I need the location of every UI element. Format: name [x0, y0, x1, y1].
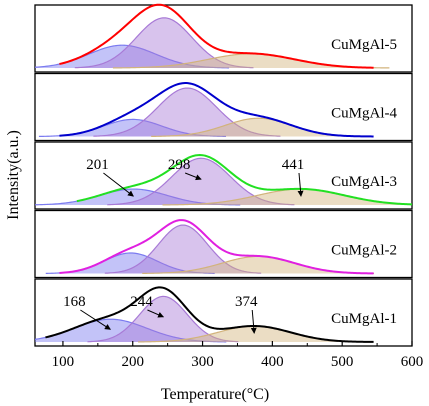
annotation-arrow [103, 172, 134, 197]
panel-CuMgAl-2: CuMgAl-2 [34, 209, 413, 279]
annotation-arrow [297, 172, 304, 197]
envelope-line [76, 154, 413, 206]
fitted-peak-fill-2 [74, 17, 254, 68]
x-tick-label: 200 [121, 354, 144, 370]
panel-CuMgAl-4: CuMgAl-4 [34, 72, 413, 142]
panel-frame [34, 209, 413, 279]
panel-label: CuMgAl-5 [331, 37, 397, 53]
y-axis-title: Intensity(a.u.) [5, 130, 22, 220]
panel-CuMgAl-1: CuMgAl-1 168 244 374 [34, 278, 413, 347]
peak-annotation: 168 [63, 294, 86, 310]
fitted-peak-line-2 [87, 295, 239, 343]
x-tick-label: 500 [331, 354, 354, 370]
fitted-peak-line-2 [74, 17, 254, 69]
panel-CuMgAl-3: CuMgAl-3 201 298 441 [34, 141, 413, 210]
annotation-arrow [147, 309, 165, 318]
annotation-arrow [184, 172, 202, 181]
peak-annotation: 298 [168, 157, 191, 173]
x-tick-label: 400 [261, 354, 284, 370]
x-axis: 100 200 300 400 500 600 [52, 341, 424, 370]
envelope-line [59, 3, 374, 69]
peak-annotation: 201 [86, 157, 109, 173]
panel-frame [34, 278, 413, 347]
envelope-line [59, 82, 374, 138]
panel-label: CuMgAl-3 [331, 174, 397, 190]
x-tick-label: 600 [401, 354, 424, 370]
fitted-peak-line-2 [107, 157, 295, 206]
panel-label: CuMgAl-2 [331, 243, 397, 259]
fitted-peak-fill-2 [104, 225, 262, 274]
envelope-line [59, 219, 374, 275]
panel-frame [34, 141, 413, 210]
fitted-peak-fill-2 [93, 88, 282, 137]
panel-label: CuMgAl-1 [331, 311, 397, 327]
x-tick-label: 300 [191, 354, 214, 370]
peak-annotation: 441 [282, 157, 305, 173]
annotation-arrow [250, 309, 257, 334]
fitted-peak-fill-1 [35, 45, 230, 68]
envelope-line [45, 286, 374, 343]
x-axis-title: Temperature(°C) [161, 386, 269, 403]
fitted-peak-line-2 [104, 224, 262, 274]
fitted-peak-fill-3 [162, 189, 412, 205]
peak-annotation: 374 [235, 294, 258, 310]
peak-annotation: 244 [130, 294, 153, 310]
annotation-arrow [80, 309, 111, 330]
fitted-peak-fill-1 [35, 189, 241, 205]
panel-frame [34, 4, 413, 73]
fitted-peak-fill-2 [107, 158, 295, 205]
fitted-peak-fill-2 [87, 296, 240, 342]
panel-CuMgAl-5: CuMgAl-5 [34, 3, 413, 73]
x-tick-label: 100 [52, 354, 75, 370]
panel-frame [34, 72, 413, 142]
fitted-peak-line-2 [93, 87, 281, 137]
panel-label: CuMgAl-4 [331, 106, 397, 122]
